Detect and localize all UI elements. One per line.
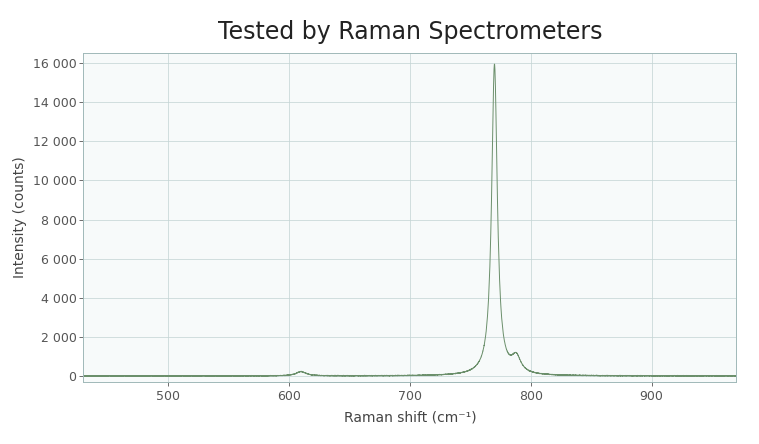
Y-axis label: Intensity (counts): Intensity (counts) bbox=[13, 157, 27, 278]
Title: Tested by Raman Spectrometers: Tested by Raman Spectrometers bbox=[218, 20, 602, 44]
X-axis label: Raman shift (cm⁻¹): Raman shift (cm⁻¹) bbox=[344, 410, 476, 424]
